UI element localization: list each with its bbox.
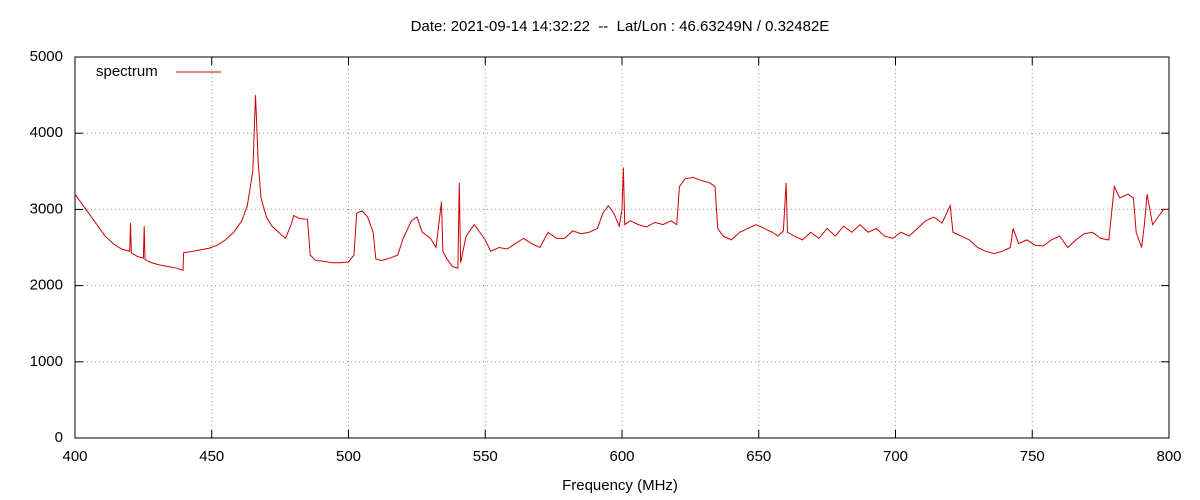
x-tick-label: 700 <box>883 448 908 465</box>
x-tick-label: 500 <box>336 448 361 465</box>
x-tick-label: 650 <box>746 448 771 465</box>
x-tick-label: 400 <box>62 448 87 465</box>
x-tick-label: 550 <box>473 448 498 465</box>
x-axis-label: Frequency (MHz) <box>562 477 678 494</box>
legend-label: spectrum <box>96 63 158 80</box>
y-tick-label: 3000 <box>30 200 63 217</box>
x-tick-label: 800 <box>1156 448 1181 465</box>
x-tick-label: 750 <box>1020 448 1045 465</box>
y-tick-label: 4000 <box>30 124 63 141</box>
plot-border <box>74 56 1170 439</box>
x-tick-label: 450 <box>199 448 224 465</box>
chart-title: Date: 2021-09-14 14:32:22 -- Lat/Lon : 4… <box>411 18 830 35</box>
y-tick-label: 1000 <box>30 353 63 370</box>
y-tick-label: 2000 <box>30 277 63 294</box>
y-tick-label: 5000 <box>30 48 63 65</box>
y-tick-label: 0 <box>55 429 63 446</box>
x-tick-label: 600 <box>609 448 634 465</box>
spectrum-line <box>74 95 1169 272</box>
